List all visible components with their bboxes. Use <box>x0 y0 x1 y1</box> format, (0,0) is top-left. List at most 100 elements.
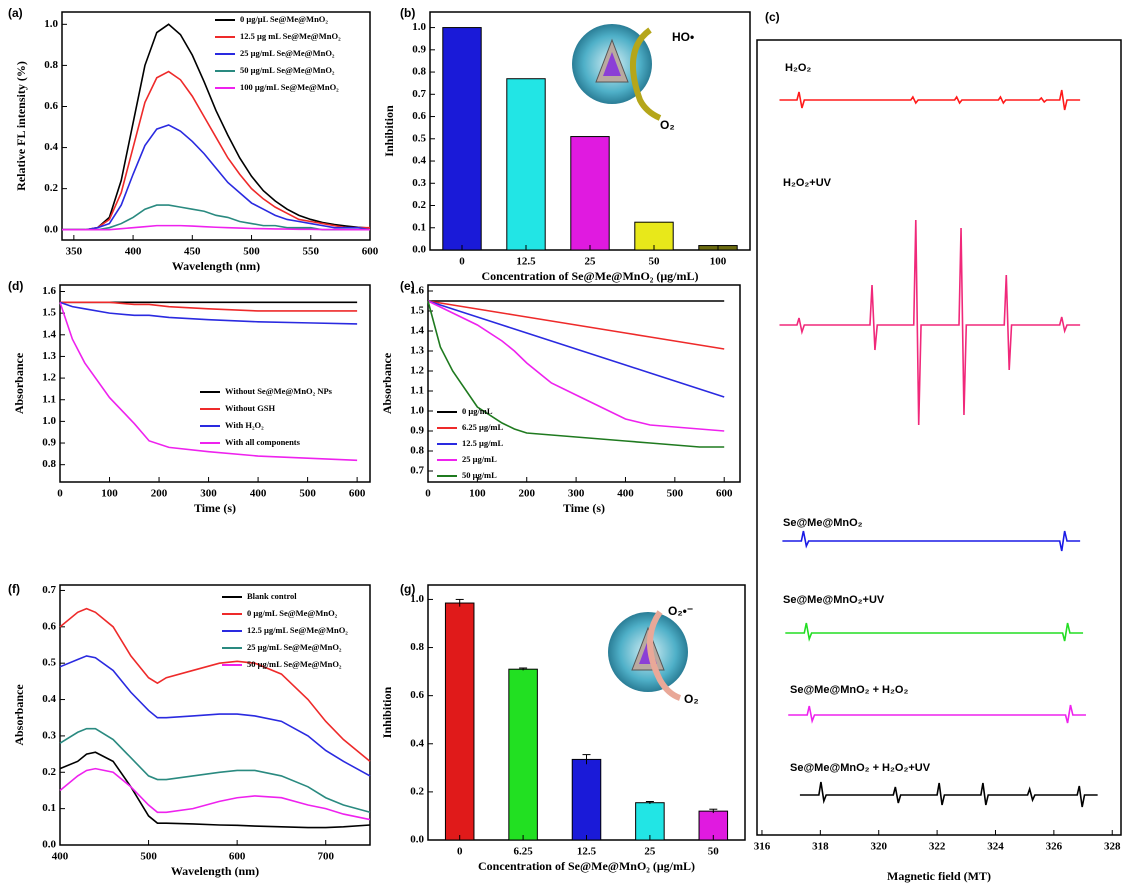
y-tick-label: 1.2 <box>42 372 56 384</box>
x-tick-label: 400 <box>52 851 69 863</box>
x-tick-label: 600 <box>229 851 246 863</box>
y-tick-label: 0.8 <box>44 59 58 71</box>
y-axis-label: Absorbance <box>12 684 26 746</box>
series-label: Se@Me@MnO₂ + H₂O₂+UV <box>790 762 931 774</box>
panel-label: (d) <box>8 279 23 293</box>
y-tick-label: 1.2 <box>410 365 424 377</box>
y-tick-label: 0.8 <box>412 66 426 78</box>
series-line <box>427 300 725 432</box>
x-tick-label: 500 <box>243 246 260 258</box>
y-tick-label: 0.8 <box>42 458 56 470</box>
series-line <box>62 224 370 231</box>
x-tick-label: 326 <box>1046 841 1063 853</box>
series-line <box>782 530 1081 552</box>
series-line <box>60 301 358 312</box>
x-tick-label: 400 <box>250 488 267 500</box>
x-tick-label: 50 <box>708 846 720 858</box>
y-tick-label: 1.6 <box>410 285 424 297</box>
bar <box>635 802 665 841</box>
y-tick-label: 0.8 <box>410 445 424 457</box>
series-line <box>799 781 1098 808</box>
y-tick-label: 1.5 <box>410 305 424 317</box>
series-label: Se@Me@MnO₂+UV <box>783 594 885 606</box>
annotation: O₂ <box>684 692 699 706</box>
y-tick-label: 1.5 <box>42 307 56 319</box>
annotation: O₂ <box>660 118 675 132</box>
x-tick-label: 100 <box>710 256 727 268</box>
bar <box>508 668 538 841</box>
x-tick-label: 100 <box>469 488 486 500</box>
series-line <box>779 89 1081 111</box>
y-tick-label: 0.6 <box>44 100 58 112</box>
bar <box>442 27 482 251</box>
y-tick-label: 0.5 <box>412 132 426 144</box>
y-tick-label: 0.0 <box>42 839 56 851</box>
y-tick-label: 1.3 <box>42 350 56 362</box>
x-tick-label: 500 <box>667 488 684 500</box>
y-tick-label: 1.4 <box>410 325 424 337</box>
series-line <box>59 607 371 762</box>
y-axis-label: Absorbance <box>12 352 26 414</box>
x-tick-label: 25 <box>585 256 597 268</box>
panel-label: (g) <box>400 582 415 596</box>
x-tick-label: 328 <box>1104 841 1121 853</box>
y-tick-label: 0.3 <box>412 177 426 189</box>
legend-label: 50 μg/mL Se@Me@MnO₂ <box>240 65 335 75</box>
series-line <box>59 302 358 462</box>
y-tick-label: 0.7 <box>412 88 426 100</box>
y-tick-label: 0.0 <box>44 223 58 235</box>
x-tick-label: 350 <box>66 246 83 258</box>
x-axis-label: Magnetic field (MT) <box>887 869 991 883</box>
x-tick-label: 600 <box>362 246 379 258</box>
y-tick-label: 0.3 <box>42 729 56 741</box>
y-tick-label: 1.0 <box>410 405 424 417</box>
y-axis-label: Relative FL intensity (%) <box>14 61 28 191</box>
x-tick-label: 318 <box>812 841 829 853</box>
x-tick-label: 300 <box>200 488 217 500</box>
x-tick-label: 0 <box>459 256 465 268</box>
y-tick-label: 1.0 <box>42 415 56 427</box>
y-tick-label: 0.2 <box>44 182 58 194</box>
x-axis-label: Concentration of Se@Me@MnO₂ (μg/mL) <box>481 269 698 283</box>
plot-frame <box>59 584 371 846</box>
y-tick-label: 0.0 <box>410 834 424 846</box>
legend-label: 0 μg/mL Se@Me@MnO₂ <box>247 608 338 618</box>
legend-label: 12.5 μg/mL Se@Me@MnO₂ <box>247 625 348 635</box>
legend-label: Without Se@Me@MnO₂ NPs <box>225 386 333 396</box>
legend-label: With H₂O₂ <box>225 420 264 430</box>
legend-label: 50 μg/mL Se@Me@MnO₂ <box>247 659 342 669</box>
y-tick-label: 0.4 <box>412 155 426 167</box>
x-tick-label: 400 <box>125 246 142 258</box>
y-axis-label: Inhibition <box>380 686 394 738</box>
series-line <box>62 70 370 231</box>
y-tick-label: 1.0 <box>410 593 424 605</box>
series-line <box>427 300 725 448</box>
y-axis-label: Inhibition <box>382 105 396 157</box>
x-tick-label: 600 <box>716 488 733 500</box>
y-tick-label: 0.7 <box>410 465 424 477</box>
bar <box>444 602 475 841</box>
x-tick-label: 320 <box>870 841 887 853</box>
legend-label: 12.5 μg mL Se@Me@MnO₂ <box>240 31 341 41</box>
y-tick-label: 0.1 <box>42 802 56 814</box>
nanoparticle-b <box>572 24 662 121</box>
plot-frame <box>756 39 1122 836</box>
y-tick-label: 0.7 <box>42 584 56 596</box>
x-tick-label: 0 <box>457 846 463 858</box>
x-tick-label: 25 <box>644 846 656 858</box>
panel-label: (b) <box>400 6 415 20</box>
x-tick-label: 50 <box>649 256 661 268</box>
y-tick-label: 1.6 <box>42 285 56 297</box>
series-line <box>59 751 371 829</box>
x-axis-label: Wavelength (nm) <box>171 864 259 878</box>
y-tick-label: 0.5 <box>42 657 56 669</box>
series-line <box>785 622 1084 642</box>
y-tick-label: 0.9 <box>410 425 424 437</box>
x-tick-label: 0 <box>57 488 63 500</box>
annotation: HO• <box>672 30 694 44</box>
bar <box>506 78 546 251</box>
y-tick-label: 0.9 <box>42 437 56 449</box>
y-tick-label: 1.1 <box>410 385 424 397</box>
series-label: Se@Me@MnO₂ <box>783 517 863 529</box>
